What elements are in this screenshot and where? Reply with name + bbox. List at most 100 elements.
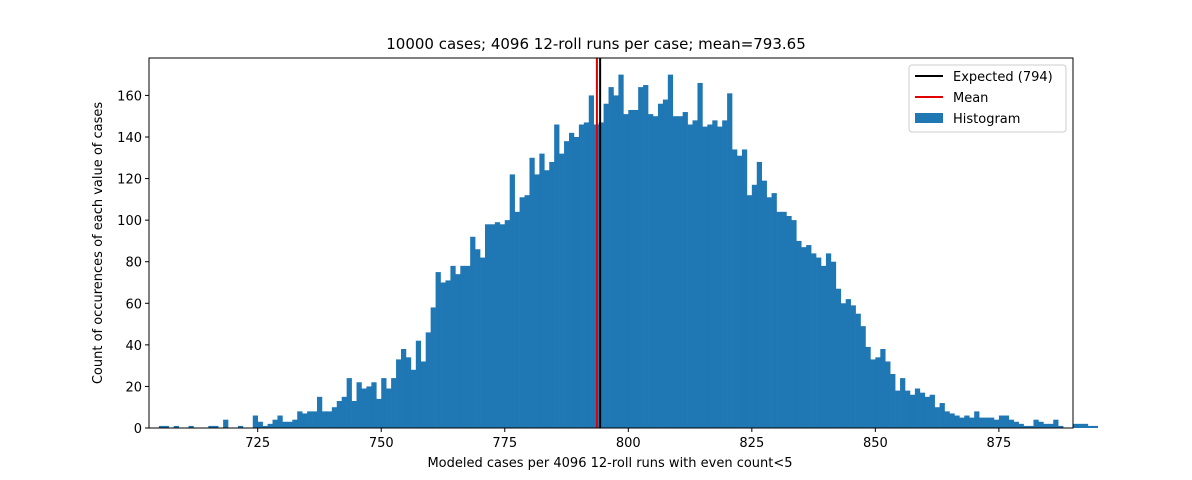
histogram-bar [682,112,688,428]
histogram-bar [539,153,545,428]
legend-box [908,64,1067,133]
histogram-bar [415,340,422,428]
histogram-bar [450,265,456,428]
histogram-bar [984,417,990,428]
histogram-bar [1048,423,1054,428]
histogram-bar [544,170,550,428]
x-axis-ticks: 725 750 775 800 825 850 875 [245,428,1011,451]
histogram-bar [267,423,273,428]
histogram-bar [381,378,387,428]
histogram-bar [880,349,886,428]
histogram-bar [307,411,313,428]
histogram-bar [583,122,590,428]
y-tick-label: 120 [117,173,142,188]
histogram-bar [687,124,693,429]
histogram-bar [850,305,856,428]
x-tick-label: 725 [245,436,270,451]
histogram-bar [494,222,501,428]
histogram-bar [954,415,960,428]
histogram-bar [919,392,926,428]
histogram-bar [401,349,407,428]
histogram-bar [751,184,758,428]
histogram-bar [1087,425,1094,428]
histogram-bar [998,415,1005,428]
histogram-bar [1058,425,1064,428]
histogram-bar [1053,419,1059,428]
histogram-bar [564,141,570,429]
y-axis-ticks: 0 20 40 60 80 100 120 140 160 [117,89,149,437]
histogram-bar [845,299,851,428]
histogram-bar [890,373,896,428]
histogram-bar [1008,419,1015,428]
histogram-bar [732,149,738,428]
histogram-bar [262,425,268,428]
histogram-bar [801,247,807,428]
histogram-bar [924,396,931,428]
histogram-bar [979,417,985,428]
histogram-bar [252,415,259,428]
histogram-bar [816,257,822,428]
histogram-bar [821,265,827,428]
histogram-bar [870,359,876,428]
histogram-bar [623,114,629,428]
legend-label: Expected (794) [953,70,1053,85]
histogram-bar [830,261,837,428]
histogram-bar [653,116,659,429]
histogram-bar [643,85,649,429]
histogram-bar [331,407,338,428]
histogram-bar [1073,423,1079,428]
histogram-bar [485,224,491,428]
x-tick-label: 825 [739,436,764,451]
x-tick-label: 850 [863,436,888,451]
x-tick-label: 800 [616,436,641,451]
histogram-bar [302,413,308,428]
histogram-bar [292,419,298,428]
histogram-bar [781,211,787,428]
histogram-bar [648,114,654,428]
plot-frame [148,57,1074,429]
histogram-bar [455,274,461,428]
histogram-bar [430,307,436,428]
histogram-bar [885,361,891,428]
histogram-bar [578,124,585,429]
histogram-bar [440,282,446,428]
histogram-bar [662,99,669,429]
histogram-bar [608,87,614,428]
histogram-bar [1043,423,1049,428]
histogram-bar [909,394,916,428]
histogram-bar [297,411,303,428]
histogram-bar [855,313,861,428]
histogram-bar [529,157,535,429]
legend-patch-swatch [915,113,943,123]
histogram-bar [425,332,431,428]
histogram-bar [672,116,679,429]
histogram-bar [391,378,397,428]
histogram-bar [613,95,619,428]
histogram-bar [277,415,283,428]
histogram-bar [722,120,728,428]
histogram-bar [939,403,945,428]
histogram-bar [475,249,481,428]
y-tick-label: 140 [117,131,142,146]
histogram-bar [746,195,753,428]
histogram-bar [519,197,525,428]
histogram-bar [420,361,427,428]
histogram-bar [791,220,797,428]
histogram-bar [692,120,698,428]
y-axis-label: Count of occurences of each value of cas… [91,102,106,385]
histogram-bar [737,155,743,428]
histogram-bar [163,425,170,428]
histogram-bar [435,272,441,428]
histogram-bar [766,197,772,428]
histogram-bar [1023,425,1029,428]
histogram-bar [514,211,520,428]
histogram-bar [776,211,782,428]
histogram-bar [489,224,496,428]
y-tick-label: 160 [117,89,142,104]
histogram-bar [914,388,921,428]
histogram-bar [835,288,842,428]
histogram-bar [1013,421,1019,428]
histogram-bar [282,421,288,428]
histogram-bar [727,93,733,428]
histogram-bar [534,174,540,428]
